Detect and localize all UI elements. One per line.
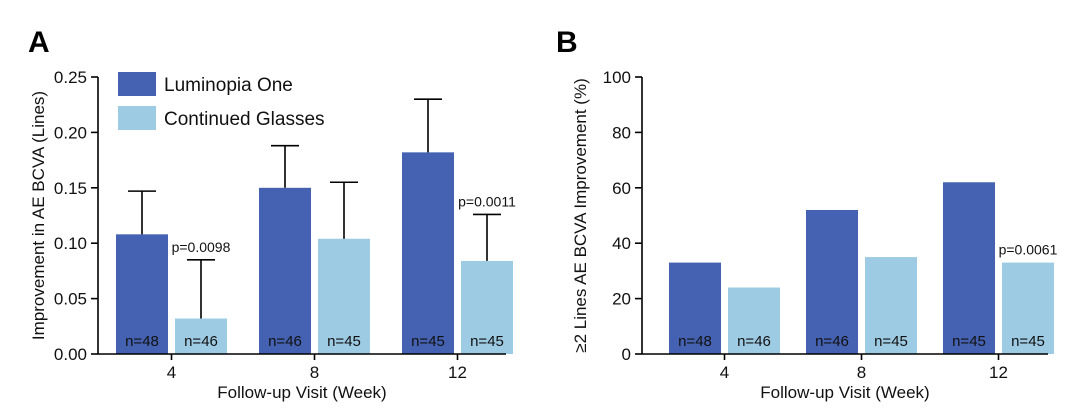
bar-series-2-week-8 [865,257,917,354]
bar-series-2-week-12 [1002,262,1054,354]
panel-b-x-axis-title: Follow-up Visit (Week) [760,383,929,402]
y-tick-label: 0.20 [54,123,87,142]
panel-b-bars [669,182,1054,354]
p-value-annotation: p=0.0061 [999,242,1058,258]
panel-a-error-bars [128,98,501,319]
bar-series-2-week-4 [175,318,227,354]
n-label: n=46 [815,333,849,350]
error-bar [414,98,442,153]
panel-a-y-axis-title: Improvement in AE BCVA (Lines) [29,91,48,340]
y-tick-label: 40 [612,234,631,253]
bar-series-2-week-12 [461,260,513,354]
x-tick-label: 12 [989,363,1008,382]
bar-series-1-week-4 [116,234,168,354]
panel-b-annotations: p=0.0061 [999,242,1058,258]
n-label: n=45 [874,333,908,350]
panel-a: A n=48 n=46 n=46 n=45 n=45 n=45 p=0.0098p=0.0… [28,26,516,402]
panel-b-n-labels: n=48 n=46 n=46 n=45 n=45 n=45 [678,333,1045,350]
y-tick-label: 0.00 [54,345,87,364]
bar-series-1-week-12 [943,182,995,354]
y-tick-label: 0 [622,345,631,364]
n-label: n=45 [411,333,445,350]
n-label: n=48 [678,333,712,350]
y-tick-label: 0.05 [54,290,87,309]
bar-series-1-week-12 [402,152,454,354]
n-label: n=48 [125,333,159,350]
error-bar [271,144,299,188]
p-value-annotation: p=0.0011 [458,193,516,209]
panel-a-annotations: p=0.0098 p=0.0011 [172,193,516,254]
panel-b-x-ticks: 4 8 12 [720,354,1008,382]
x-tick-label: 4 [720,363,729,382]
legend-swatch-2 [118,106,156,130]
panel-a-legend: Luminopia One Continued Glasses [118,72,325,130]
y-tick-label: 0.15 [54,179,87,198]
x-tick-label: 8 [857,363,866,382]
panel-a-bars [116,152,513,354]
y-tick-label: 80 [612,123,631,142]
n-label: n=45 [470,333,504,350]
panel-a-x-ticks: 4 8 12 [167,354,467,382]
error-bar [330,181,358,239]
n-label: n=46 [268,333,302,350]
n-label: n=45 [1011,333,1045,350]
bar-series-2-week-4 [728,287,780,354]
n-label: n=46 [737,333,771,350]
n-label: n=45 [327,333,361,350]
y-tick-label: 0.25 [54,68,87,87]
x-tick-label: 8 [310,363,319,382]
x-tick-label: 12 [448,363,467,382]
bar-series-2-week-8 [318,238,370,354]
bar-series-1-week-8 [259,187,311,354]
n-label: n=46 [184,333,218,350]
panel-b-y-axis-title: ≥2 Lines AE BCVA Improvement (%) [571,78,590,353]
panel-a-x-axis-title: Follow-up Visit (Week) [217,383,386,402]
y-tick-label: 60 [612,179,631,198]
error-bar [473,213,501,261]
y-tick-label: 0.10 [54,234,87,253]
y-tick-label: 20 [612,290,631,309]
panel-a-y-ticks: 0.00 0.05 0.10 0.15 0.20 0.25 [54,68,98,364]
n-label: n=45 [952,333,986,350]
panel-a-axes [97,77,506,355]
panel-b-axes [641,77,1048,355]
panel-a-n-labels: n=48 n=46 n=46 n=45 n=45 n=45 [125,333,504,350]
panel-b: B n=48 n=46 n=46 n=45 n=45 n=45 p=0.0061 0 20 4… [556,26,1058,402]
panel-a-label: A [28,26,50,59]
p-value-annotation: p=0.0098 [172,239,231,255]
panel-b-label: B [556,26,578,59]
error-bar [187,259,215,319]
y-tick-label: 100 [603,68,631,87]
x-tick-label: 4 [167,363,176,382]
bar-series-1-week-8 [806,209,858,354]
panel-b-y-ticks: 0 20 40 60 80 100 [603,68,642,364]
error-bar [128,190,156,235]
legend-swatch-1 [118,72,156,96]
bar-series-1-week-4 [669,262,721,354]
legend-label-1: Luminopia One [164,75,293,96]
legend-label-2: Continued Glasses [164,109,325,130]
